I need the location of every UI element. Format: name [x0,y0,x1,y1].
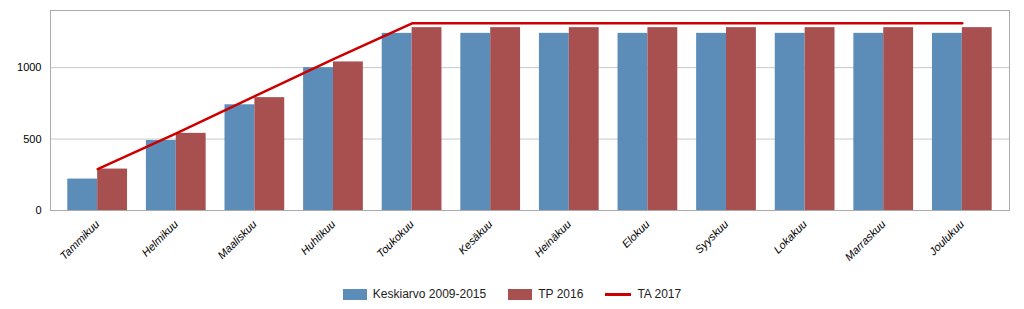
html-text:TP 2016: TP 2016 [538,287,584,301]
svg-text:500: 500 [23,133,41,145]
svg-text:Syyskuu: Syyskuu [693,218,731,256]
svg-text:Marraskuu: Marraskuu [842,218,887,263]
svg-text:Tammikuu: Tammikuu [57,218,101,262]
svg-text:1000: 1000 [17,61,41,73]
svg-text:Helmikuu: Helmikuu [139,218,180,259]
svg-text:Joulukuu: Joulukuu [926,218,966,258]
svg-text:Maaliskuu: Maaliskuu [215,218,259,262]
svg-text:0: 0 [35,204,41,216]
svg-text:Toukokuu: Toukokuu [374,218,416,260]
svg-text:Lokakuu: Lokakuu [771,218,809,256]
svg-text:Kesäkuu: Kesäkuu [456,218,495,257]
html-text:TA 2017: TA 2017 [637,287,682,301]
svg-text:Elokuu: Elokuu [620,218,652,250]
svg-text:Heinäkuu: Heinäkuu [532,218,573,259]
html-text:Keskiarvo 2009-2015: Keskiarvo 2009-2015 [372,287,487,301]
svg-text:Huhtikuu: Huhtikuu [298,218,337,257]
